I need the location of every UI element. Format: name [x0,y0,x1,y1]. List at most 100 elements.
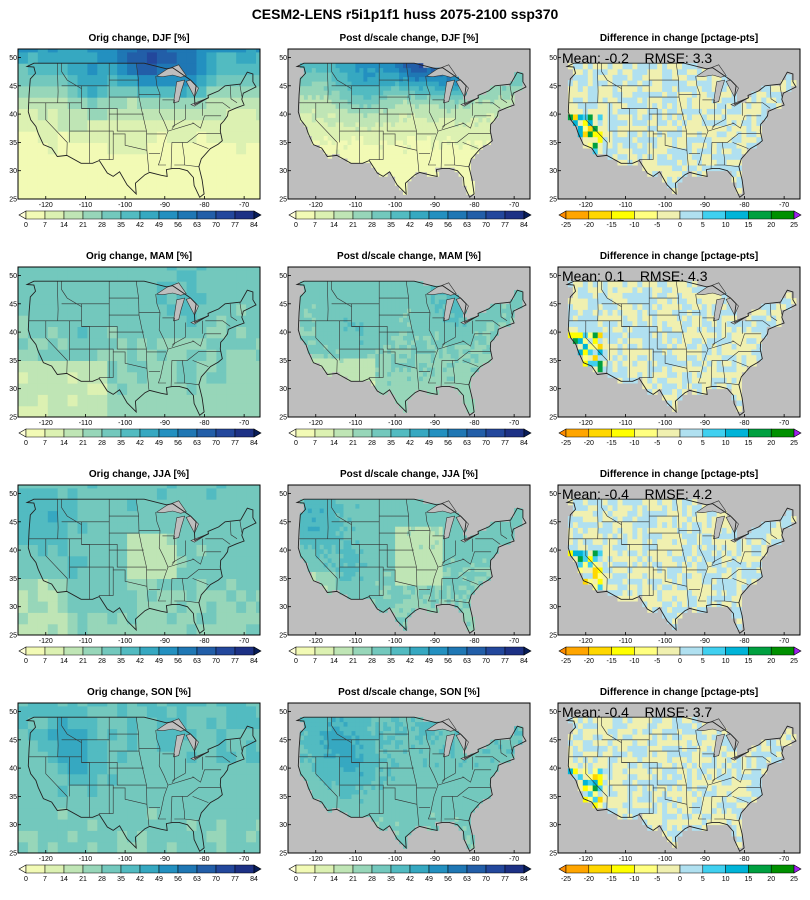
lat-tick-label: 50 [279,273,287,280]
grid-cell [319,362,325,368]
grid-cell [597,286,604,293]
grid-cell [418,113,424,118]
grid-cell [411,63,416,69]
grid-cell [335,149,340,155]
grid-cell [602,343,608,350]
grid-cell [662,74,668,81]
grid-cell [335,294,340,300]
grid-cell [399,340,404,345]
grid-cell [761,315,767,322]
colorbar-under-arrow [18,428,27,438]
grid-cell [375,331,380,336]
grid-cell [363,140,368,145]
grid-cell [642,366,648,373]
grid-cell [627,281,633,288]
grid-cell [657,108,663,115]
grid-cell [371,285,376,291]
grid-cell [647,142,653,149]
grid-cell [438,90,444,96]
grid-cell [371,362,376,368]
grid-cell [736,119,742,126]
grid-cell [438,294,444,300]
grid-cell [418,331,424,336]
grid-cell [367,349,372,354]
grid-cell [359,122,364,127]
grid-cell [696,343,703,350]
grid-cell [577,68,584,75]
grid-cell [127,601,138,613]
grid-cell [256,74,260,87]
lon-tick-label: -70 [509,202,519,209]
grid-cell [701,85,708,92]
grid-cell [721,337,727,344]
grid-cell [375,103,380,109]
lat-tick-label: 35 [9,140,17,147]
grid-cell [418,135,424,141]
grid-cell [701,108,708,115]
grid-cell [597,68,604,75]
grid-cell [434,312,440,318]
grid-cell [319,144,325,150]
grid-cell [97,405,108,417]
grid-cell [607,108,613,115]
grid-cell [622,153,628,160]
grid-cell [395,285,400,291]
grid-cell [359,312,364,318]
state-border [205,320,231,327]
grid-cell [117,383,128,395]
grid-cell [391,135,396,141]
colorbar-bin [725,210,749,220]
state-border [444,360,455,384]
grid-cell [411,76,416,82]
grid-cell [236,63,247,76]
grid-cell [367,67,372,73]
grid-cell [97,612,108,625]
grid-cell [331,113,336,118]
grid-cell [375,353,380,359]
grid-cell [746,337,752,344]
state-border [172,118,186,127]
grid-cell [335,362,340,368]
grid-cell [422,85,428,91]
grid-cell [403,340,408,345]
grid-cell [97,85,108,98]
grid-cell [686,371,693,378]
colorbar-bin [390,428,411,438]
grid-cell [657,148,663,155]
grid-cell [567,309,574,316]
grid-cell [339,317,344,323]
grid-cell [418,303,424,309]
grid-cell [662,292,668,299]
grid-cell [454,144,459,150]
grid-cell [706,131,713,138]
grid-cell [466,167,471,173]
grid-cell [617,136,623,143]
grid-cell [383,81,388,87]
grid-cell [627,108,633,115]
grid-cell [502,85,507,91]
grid-cell [363,362,368,368]
lat-tick-label: 50 [9,55,17,62]
grid-cell [454,312,459,318]
grid-cell [434,321,440,327]
grid-cell [311,358,317,363]
grid-cell [438,135,444,141]
grid-cell [399,171,404,177]
colorbar-label: 42 [136,440,144,447]
grid-cell [407,171,412,177]
grid-cell [186,97,198,109]
grid-cell [323,326,329,332]
grid-cell [196,315,207,327]
grid-cell [166,405,178,417]
grid-cell [446,321,452,327]
grid-cell [303,317,309,323]
grid-cell [335,81,340,87]
grid-cell [327,303,333,309]
grid-cell [415,126,420,132]
grid-cell [642,377,648,384]
grid-cell [736,176,742,183]
grid-cell [647,377,653,384]
grid-cell [597,332,604,339]
grid-cell [67,49,79,53]
grid-cell [186,533,198,545]
